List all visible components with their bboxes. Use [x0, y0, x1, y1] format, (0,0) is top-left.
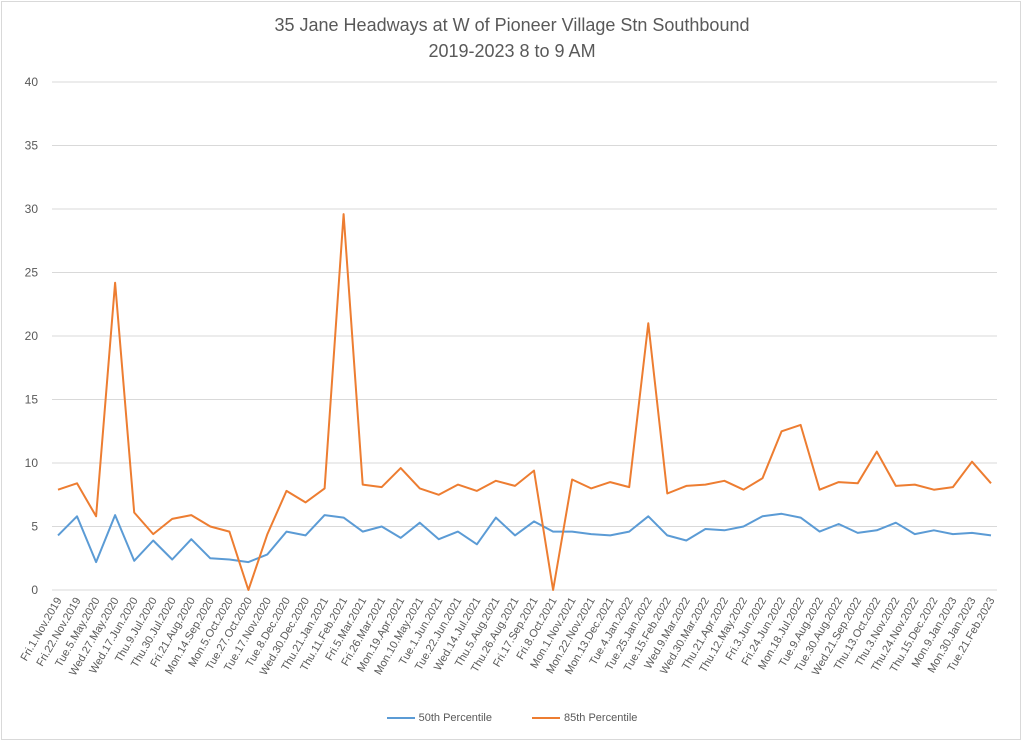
y-tick-label: 25 [25, 266, 39, 280]
legend: 50th Percentile 85th Percentile [0, 712, 1024, 724]
series-line-50th-percentile [57, 512, 992, 564]
legend-item-85th[interactable]: 85th Percentile [532, 712, 637, 724]
y-tick-label: 35 [25, 139, 39, 153]
legend-item-50th[interactable]: 50th Percentile [386, 712, 492, 724]
series-lines [57, 213, 992, 591]
y-tick-label: 10 [25, 456, 39, 470]
x-axis-ticks: Fri.1.Nov.2019Fri.22.Nov.2019Tue.5.May.2… [19, 596, 998, 678]
y-tick-label: 0 [31, 583, 38, 597]
y-tick-label: 30 [25, 202, 39, 216]
y-tick-label: 15 [25, 393, 39, 407]
legend-swatch-50th [386, 717, 415, 719]
gridlines [52, 81, 997, 591]
series-line-85th-percentile [57, 213, 992, 591]
legend-label-85th: 85th Percentile [564, 712, 638, 724]
y-tick-label: 40 [25, 75, 39, 89]
legend-label-50th: 50th Percentile [418, 712, 492, 724]
chart-title: 35 Jane Headways at W of Pioneer Village… [274, 15, 750, 35]
y-tick-label: 20 [25, 329, 39, 343]
legend-swatch-85th [532, 717, 560, 719]
chart-subtitle: 2019-2023 8 to 9 AM [428, 41, 596, 61]
y-axis-ticks: 0 5 10 15 20 25 30 35 40 [25, 75, 39, 597]
y-tick-label: 5 [31, 520, 38, 534]
